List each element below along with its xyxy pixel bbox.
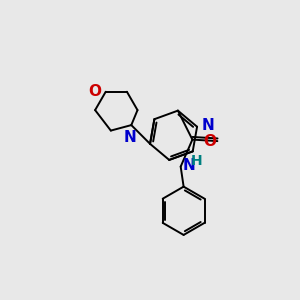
Text: O: O bbox=[88, 84, 101, 99]
Text: N: N bbox=[202, 118, 215, 133]
Text: N: N bbox=[182, 158, 195, 172]
Text: H: H bbox=[191, 154, 202, 168]
Text: O: O bbox=[203, 134, 216, 148]
Text: N: N bbox=[124, 130, 136, 146]
